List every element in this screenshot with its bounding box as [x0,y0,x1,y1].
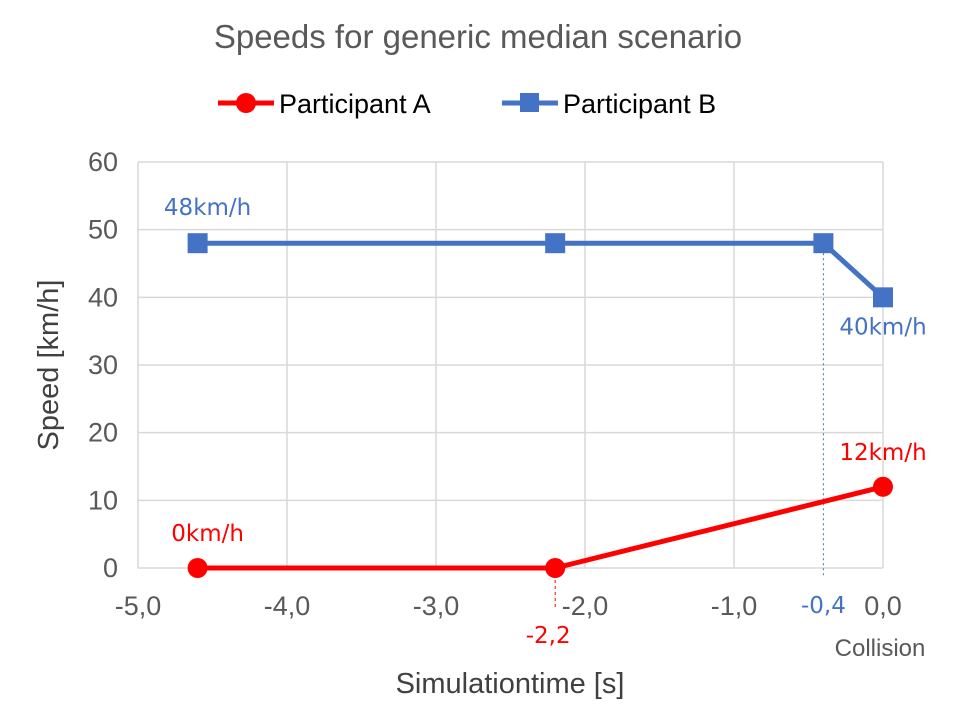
x-axis-ticks: -5,0 -4,0 -3,0 -2,0 -1,0 0,0 [115,591,902,621]
y-tick-label: 60 [88,147,118,177]
data-point-participant-b [873,287,893,308]
series-line-participant-b [197,240,885,300]
annotation-48km-h: 48km/h [164,195,251,221]
data-point-participant-a [187,558,208,578]
annotations: 48km/h 40km/h 12km/h 0km/h -2,2 -0,4 Collision [164,195,927,662]
y-tick-label: 50 [88,215,118,245]
series-line-participant-a [197,484,884,571]
y-tick-label: 0 [103,553,118,583]
chart-title: Speeds for generic median scenario [214,18,742,55]
legend-label-participant-a: Participant A [279,89,431,119]
annotation-0-4: -0,4 [801,593,846,619]
data-point-participant-b [813,233,834,254]
annotation-40km-h: 40km/h [839,314,926,340]
x-tick-label: -2,0 [562,591,609,621]
annotation-0km-h: 0km/h [171,521,244,547]
y-tick-label: 40 [88,282,118,312]
x-tick-label: 0,0 [864,591,902,621]
annotation-2-2: -2,2 [526,623,571,649]
series-participant-a [187,476,893,578]
legend-marker-participant-b [520,93,539,112]
y-tick-label: 10 [88,485,118,515]
legend-item-participant-b: Participant B [502,89,716,119]
gridlines [137,161,884,569]
x-tick-label: -1,0 [711,591,758,621]
annotation-collision: Collision [835,635,926,662]
legend-item-participant-a: Participant A [218,89,431,119]
x-tick-label: -4,0 [264,591,311,621]
data-point-participant-b [545,233,566,254]
x-tick-label: -5,0 [115,591,162,621]
data-point-participant-a [545,558,566,578]
y-tick-label: 20 [88,418,118,448]
series-layer [187,233,893,578]
y-axis-title: Speed [km/h] [33,280,65,451]
y-axis-ticks: 0 10 20 30 40 50 60 [88,147,118,583]
legend: Participant A Participant B [218,89,716,119]
x-tick-label: -3,0 [413,591,460,621]
x-axis-title: Simulationtime [s] [396,668,625,700]
legend-label-participant-b: Participant B [563,89,716,119]
y-tick-label: 30 [88,350,118,380]
annotation-12km-h: 12km/h [839,440,926,466]
series-participant-b [187,233,893,308]
drop-lines [554,243,824,610]
data-point-participant-a [873,476,893,497]
legend-marker-participant-a [236,93,256,113]
data-point-participant-b [187,233,208,254]
